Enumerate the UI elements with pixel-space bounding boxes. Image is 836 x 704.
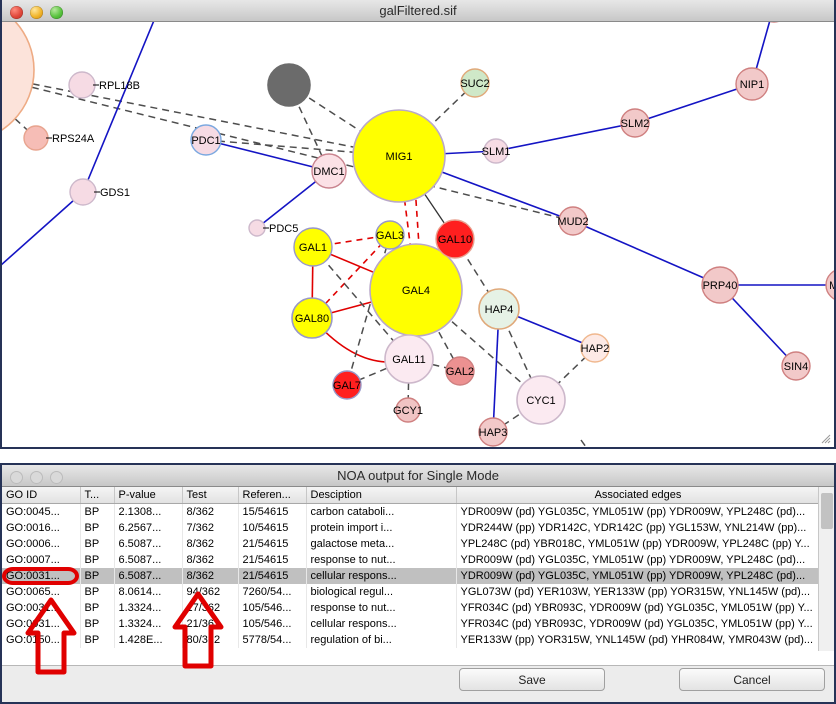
svg-text:MIG1: MIG1: [386, 151, 413, 163]
svg-text:SLM2: SLM2: [621, 118, 650, 130]
svg-text:GAL2: GAL2: [446, 366, 474, 378]
svg-text:RPS24A: RPS24A: [52, 133, 95, 145]
svg-text:PRP40: PRP40: [703, 280, 738, 292]
svg-text:GAL3: GAL3: [376, 230, 404, 242]
svg-text:HAP4: HAP4: [485, 304, 514, 316]
svg-text:CYC1: CYC1: [526, 395, 555, 407]
svg-text:HAP3: HAP3: [479, 427, 508, 439]
svg-text:PDC5: PDC5: [269, 223, 298, 235]
svg-text:SUC2: SUC2: [460, 78, 489, 90]
svg-text:DMC1: DMC1: [313, 166, 344, 178]
svg-text:SIN4: SIN4: [784, 361, 808, 373]
svg-text:MUD2: MUD2: [557, 216, 588, 228]
svg-text:GAL10: GAL10: [438, 234, 472, 246]
svg-text:GAL4: GAL4: [402, 285, 430, 297]
svg-text:GAL7: GAL7: [333, 380, 361, 392]
svg-text:GCY1: GCY1: [393, 405, 423, 417]
svg-text:GAL1: GAL1: [299, 242, 327, 254]
svg-text:GAL11: GAL11: [392, 354, 425, 366]
svg-text:HAP2: HAP2: [581, 343, 610, 355]
svg-text:PDC1: PDC1: [191, 135, 220, 147]
svg-text:GAL80: GAL80: [295, 313, 329, 325]
svg-text:MSI1: MSI1: [829, 280, 836, 292]
svg-text:SLM1: SLM1: [482, 146, 511, 158]
svg-text:RPL18B: RPL18B: [99, 80, 140, 92]
svg-text:NIP1: NIP1: [740, 79, 764, 91]
svg-text:GDS1: GDS1: [100, 187, 130, 199]
